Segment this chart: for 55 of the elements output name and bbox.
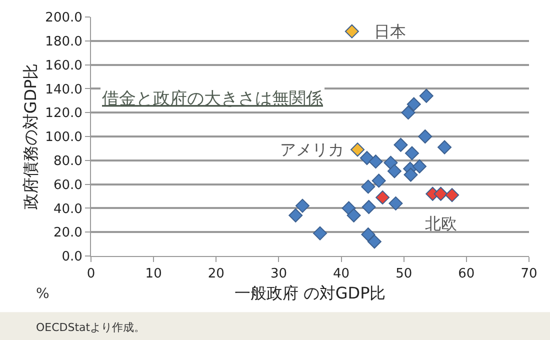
annotation: アメリカ — [280, 140, 344, 159]
point — [295, 198, 310, 213]
point — [387, 164, 402, 178]
point — [418, 130, 432, 144]
point — [313, 226, 328, 240]
point — [434, 186, 448, 201]
text: OECDStatより作成。 — [36, 321, 146, 334]
point — [384, 156, 398, 170]
point — [362, 200, 376, 214]
x-tick-label: 0 — [86, 266, 96, 282]
y-tick-label: 0.0 — [62, 250, 82, 265]
point — [404, 168, 418, 182]
point — [438, 140, 452, 154]
y-tick-label: 20.0 — [53, 226, 82, 241]
x-tick-label: 20 — [208, 266, 224, 282]
point — [376, 190, 390, 204]
point — [404, 146, 419, 160]
point — [368, 154, 383, 169]
point — [419, 88, 434, 103]
y-tick-label: 60.0 — [53, 178, 82, 193]
y-axis-title: 政府債務の対GDP比 — [21, 63, 40, 210]
y-tick-label: 40.0 — [53, 202, 82, 217]
y-tick-label: 140.0 — [45, 82, 82, 98]
point — [360, 151, 374, 166]
x-tick-label: 10 — [145, 266, 162, 282]
point — [412, 159, 426, 174]
point — [406, 97, 421, 112]
point — [361, 180, 376, 194]
y-tick-label: 200.0 — [45, 10, 82, 26]
point — [346, 208, 361, 222]
y-tick-label: 180.0 — [45, 34, 82, 50]
point — [445, 188, 460, 202]
point — [350, 142, 365, 157]
point — [288, 208, 303, 222]
point — [388, 196, 403, 210]
y-tick-label: 100.0 — [45, 130, 82, 146]
annotation: 借金と政府の大きさは無関係 — [102, 89, 323, 109]
x-tick-label: 40 — [333, 266, 350, 282]
point — [367, 234, 382, 249]
point — [361, 227, 376, 242]
y-tick-label: 120.0 — [45, 106, 82, 122]
annotation: 北欧 — [425, 214, 457, 233]
annotation: 日本 — [374, 22, 406, 41]
x-tick-label: 60 — [458, 266, 475, 282]
x-tick-label: 30 — [270, 266, 287, 282]
y-tick-label: 80.0 — [53, 154, 82, 169]
point — [372, 174, 386, 188]
point — [401, 106, 416, 120]
text: % — [36, 286, 50, 302]
point — [394, 138, 408, 152]
x-axis-title: 一般政府 の対GDP比 — [234, 283, 386, 302]
x-tick-label: 70 — [520, 266, 538, 282]
x-tick-label: 50 — [396, 266, 412, 282]
point — [344, 24, 359, 38]
y-tick-label: 160.0 — [45, 58, 82, 74]
